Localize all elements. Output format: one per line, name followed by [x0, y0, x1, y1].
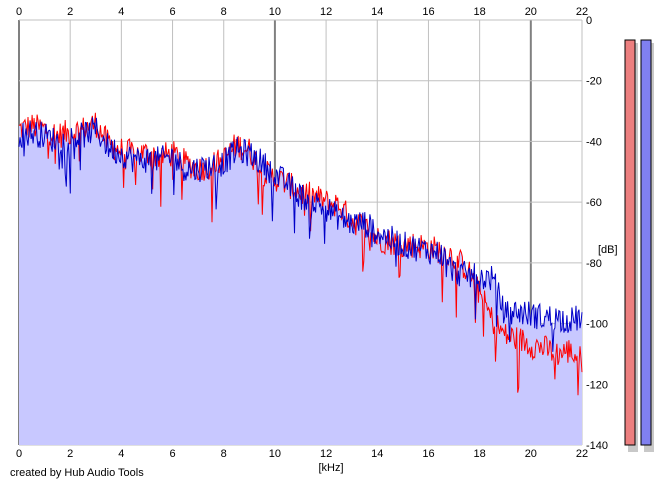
x-axis-label: [kHz]	[318, 462, 343, 474]
y-tick-label: -20	[586, 76, 602, 88]
y-tick-label: -100	[586, 319, 608, 331]
x-tick-label-bottom: 22	[576, 448, 588, 460]
x-tick-label-bottom: 18	[474, 448, 486, 460]
x-tick-label-top: 0	[16, 6, 22, 18]
x-tick-label-bottom: 16	[422, 448, 434, 460]
x-axis-top: 0 2 4 6 8 10 12 14 16 18 20 22	[16, 6, 588, 18]
y-tick-label: -140	[586, 440, 608, 452]
x-tick-label-top: 6	[169, 6, 175, 18]
x-tick-label-top: 10	[269, 6, 281, 18]
x-tick-label-bottom: 14	[371, 448, 383, 460]
spectrum-fill	[19, 112, 582, 446]
level-meters	[624, 39, 654, 452]
x-tick-label-bottom: 0	[16, 448, 22, 460]
x-tick-label-top: 14	[371, 6, 383, 18]
x-tick-label-top: 4	[118, 6, 124, 18]
meter-right	[640, 39, 652, 446]
x-tick-label-top: 8	[221, 6, 227, 18]
x-tick-label-bottom: 12	[320, 448, 332, 460]
y-axis-label: [dB]	[598, 244, 618, 256]
credit-text: created by Hub Audio Tools	[10, 467, 144, 479]
x-axis-bottom: 0 2 4 6 8 10 12 14 16 18 20 22	[16, 448, 588, 460]
y-axis-right: 0 -20 -40 -60 -80 -100 -120 -140	[586, 15, 608, 452]
x-tick-label-bottom: 6	[169, 448, 175, 460]
x-tick-label-bottom: 10	[269, 448, 281, 460]
x-tick-label-bottom: 20	[525, 448, 537, 460]
x-tick-label-top: 22	[576, 6, 588, 18]
x-tick-label-bottom: 2	[67, 448, 73, 460]
y-tick-label: -60	[586, 197, 602, 209]
series-line-left	[18, 112, 583, 396]
x-tick-label-top: 20	[525, 6, 537, 18]
x-tick-label-top: 18	[474, 6, 486, 18]
x-tick-label-bottom: 4	[118, 448, 124, 460]
x-tick-label-top: 2	[67, 6, 73, 18]
y-tick-label: -120	[586, 379, 608, 391]
x-tick-label-top: 16	[422, 6, 434, 18]
x-tick-label-top: 12	[320, 6, 332, 18]
x-tick-label-bottom: 8	[221, 448, 227, 460]
series-line-right	[18, 117, 583, 352]
y-tick-label: -40	[586, 136, 602, 148]
y-tick-label: -80	[586, 258, 602, 270]
y-tick-label: 0	[586, 15, 592, 27]
meter-left	[624, 39, 636, 446]
